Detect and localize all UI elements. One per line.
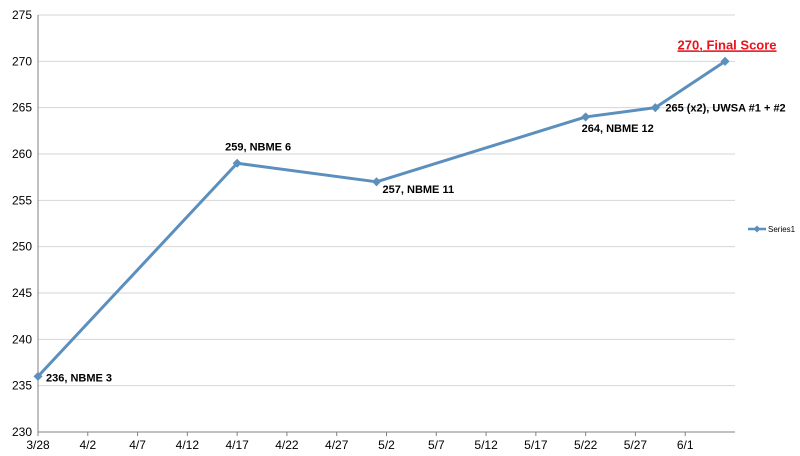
data-label: 236, NBME 3 <box>46 372 112 384</box>
data-label: 257, NBME 11 <box>383 184 455 196</box>
data-label: 259, NBME 6 <box>225 141 291 153</box>
series-1 <box>33 56 730 381</box>
y-tick-label: 265 <box>12 101 32 115</box>
y-tick-labels: 230 235 240 245 250 255 260 265 270 275 <box>12 8 32 439</box>
legend: Series1 <box>748 225 796 234</box>
y-tick-label: 270 <box>12 54 32 68</box>
data-point-marker <box>650 103 660 113</box>
data-point-marker <box>581 112 591 122</box>
x-tick-label: 6/1 <box>677 438 694 452</box>
y-tick-label: 255 <box>12 193 32 207</box>
y-tick-label: 235 <box>12 379 32 393</box>
x-tick-label: 5/12 <box>474 438 498 452</box>
x-tick-label: 4/17 <box>225 438 249 452</box>
x-tick-label: 5/7 <box>428 438 445 452</box>
x-tick-label: 4/12 <box>176 438 200 452</box>
legend-marker <box>753 225 761 233</box>
data-label: 264, NBME 12 <box>582 123 654 135</box>
x-tick-label: 3/28 <box>26 438 50 452</box>
y-tick-label: 240 <box>12 332 32 346</box>
y-tick-label: 250 <box>12 240 32 254</box>
x-tick-label: 4/7 <box>129 438 146 452</box>
x-tick-label: 5/22 <box>574 438 598 452</box>
series-line <box>36 60 726 378</box>
x-tick-labels: 3/28 4/2 4/7 4/12 4/17 4/22 4/27 5/2 5/7 5/12 5/17… <box>26 432 694 452</box>
x-tick-label: 5/2 <box>378 438 395 452</box>
x-tick-label: 4/2 <box>79 438 96 452</box>
data-point-marker <box>33 371 43 381</box>
x-tick-label: 4/22 <box>275 438 299 452</box>
data-point-marker <box>372 177 382 187</box>
data-point-marker <box>232 158 242 168</box>
data-labels: 236, NBME 3 259, NBME 6 257, NBME 11 264, N… <box>46 37 786 384</box>
y-tick-label: 230 <box>12 425 32 439</box>
data-label: 265 (x2), UWSA #1 + #2 <box>665 103 785 115</box>
data-label: 270, Final Score <box>678 37 777 52</box>
legend-label: Series1 <box>768 225 796 234</box>
y-tick-label: 245 <box>12 286 32 300</box>
y-tick-label: 275 <box>12 8 32 22</box>
axes <box>37 15 735 433</box>
gridlines <box>38 14 735 387</box>
x-tick-label: 5/17 <box>524 438 548 452</box>
x-tick-label: 4/27 <box>325 438 349 452</box>
y-tick-label: 260 <box>12 147 32 161</box>
x-tick-label: 5/27 <box>624 438 648 452</box>
